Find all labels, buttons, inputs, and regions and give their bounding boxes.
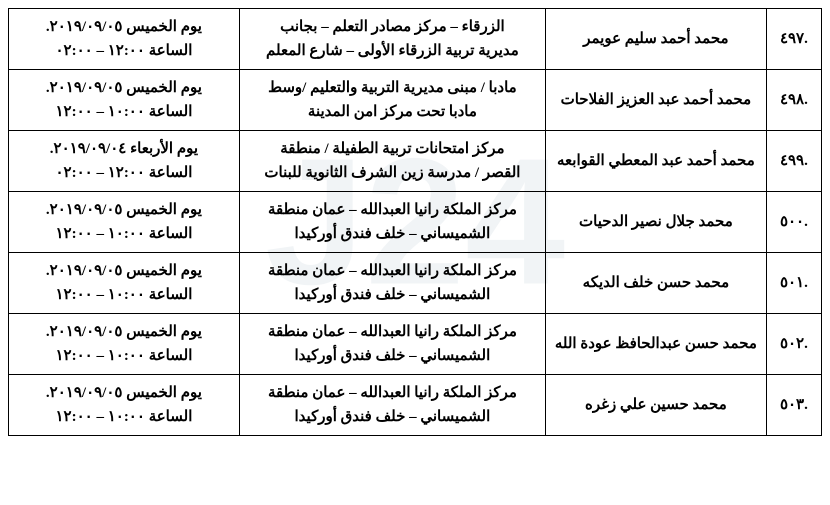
- row-number: .٤٩٧: [766, 9, 821, 70]
- date-line: يوم الخميس ٢٠١٩/٠٩/٠٥.: [17, 15, 231, 39]
- datetime-cell: يوم الأربعاء ٢٠١٩/٠٩/٠٤. الساعة ١٢:٠٠ – …: [9, 131, 240, 192]
- table-row: .٥٠١ محمد حسن خلف الديكه مركز الملكة ران…: [9, 253, 822, 314]
- location-line1: مركز الملكة رانيا العبدالله – عمان منطقة: [248, 320, 537, 344]
- row-number: .٥٠١: [766, 253, 821, 314]
- datetime-cell: يوم الخميس ٢٠١٩/٠٩/٠٥. الساعة ١٠:٠٠ – ١٢…: [9, 70, 240, 131]
- table-row: .٤٩٩ محمد أحمد عبد المعطي القوابعه مركز …: [9, 131, 822, 192]
- person-name: محمد أحمد عبد العزيز الفلاحات: [545, 70, 766, 131]
- datetime-cell: يوم الخميس ٢٠١٩/٠٩/٠٥. الساعة ١٠:٠٠ – ١٢…: [9, 253, 240, 314]
- datetime-cell: يوم الخميس ٢٠١٩/٠٩/٠٥. الساعة ١٠:٠٠ – ١٢…: [9, 192, 240, 253]
- location-line2: القصر / مدرسة زين الشرف الثانوية للبنات: [248, 161, 537, 185]
- location-cell: مركز الملكة رانيا العبدالله – عمان منطقة…: [239, 192, 545, 253]
- person-name: محمد أحمد سليم عويمر: [545, 9, 766, 70]
- datetime-cell: يوم الخميس ٢٠١٩/٠٩/٠٥. الساعة ١٠:٠٠ – ١٢…: [9, 314, 240, 375]
- location-line1: مركز الملكة رانيا العبدالله – عمان منطقة: [248, 259, 537, 283]
- person-name: محمد أحمد عبد المعطي القوابعه: [545, 131, 766, 192]
- date-line: يوم الأربعاء ٢٠١٩/٠٩/٠٤.: [17, 137, 231, 161]
- date-line: يوم الخميس ٢٠١٩/٠٩/٠٥.: [17, 76, 231, 100]
- table-row: .٥٠٢ محمد حسن عبدالحافظ عودة الله مركز ا…: [9, 314, 822, 375]
- datetime-cell: يوم الخميس ٢٠١٩/٠٩/٠٥. الساعة ١٢:٠٠ – ٠٢…: [9, 9, 240, 70]
- location-line2: الشميساني – خلف فندق أوركيدا: [248, 405, 537, 429]
- time-line: الساعة ١٠:٠٠ – ١٢:٠٠: [17, 283, 231, 307]
- row-number: .٥٠٣: [766, 375, 821, 436]
- time-line: الساعة ١٢:٠٠ – ٠٢:٠٠: [17, 161, 231, 185]
- location-line2: الشميساني – خلف فندق أوركيدا: [248, 283, 537, 307]
- location-line1: مركز الملكة رانيا العبدالله – عمان منطقة: [248, 381, 537, 405]
- person-name: محمد حسن عبدالحافظ عودة الله: [545, 314, 766, 375]
- time-line: الساعة ١٠:٠٠ – ١٢:٠٠: [17, 344, 231, 368]
- location-line2: مادبا تحت مركز امن المدينة: [248, 100, 537, 124]
- location-cell: مركز الملكة رانيا العبدالله – عمان منطقة…: [239, 253, 545, 314]
- location-cell: مادبا / مبنى مديرية التربية والتعليم /وس…: [239, 70, 545, 131]
- row-number: .٥٠٠: [766, 192, 821, 253]
- table-body: .٤٩٧ محمد أحمد سليم عويمر الزرقاء – مركز…: [9, 9, 822, 436]
- time-line: الساعة ١٠:٠٠ – ١٢:٠٠: [17, 100, 231, 124]
- location-line2: الشميساني – خلف فندق أوركيدا: [248, 344, 537, 368]
- location-cell: مركز الملكة رانيا العبدالله – عمان منطقة…: [239, 375, 545, 436]
- table-row: .٥٠٠ محمد جلال نصير الدحيات مركز الملكة …: [9, 192, 822, 253]
- person-name: محمد حسين علي زغره: [545, 375, 766, 436]
- table-row: .٤٩٧ محمد أحمد سليم عويمر الزرقاء – مركز…: [9, 9, 822, 70]
- location-line1: الزرقاء – مركز مصادر التعلم – بجانب: [248, 15, 537, 39]
- location-line1: مادبا / مبنى مديرية التربية والتعليم /وس…: [248, 76, 537, 100]
- time-line: الساعة ١٠:٠٠ – ١٢:٠٠: [17, 222, 231, 246]
- location-line1: مركز امتحانات تربية الطفيلة / منطقة: [248, 137, 537, 161]
- date-line: يوم الخميس ٢٠١٩/٠٩/٠٥.: [17, 381, 231, 405]
- datetime-cell: يوم الخميس ٢٠١٩/٠٩/٠٥. الساعة ١٠:٠٠ – ١٢…: [9, 375, 240, 436]
- person-name: محمد جلال نصير الدحيات: [545, 192, 766, 253]
- location-line1: مركز الملكة رانيا العبدالله – عمان منطقة: [248, 198, 537, 222]
- row-number: .٤٩٩: [766, 131, 821, 192]
- location-cell: مركز الملكة رانيا العبدالله – عمان منطقة…: [239, 314, 545, 375]
- date-line: يوم الخميس ٢٠١٩/٠٩/٠٥.: [17, 259, 231, 283]
- schedule-table: .٤٩٧ محمد أحمد سليم عويمر الزرقاء – مركز…: [8, 8, 822, 436]
- row-number: .٤٩٨: [766, 70, 821, 131]
- location-cell: الزرقاء – مركز مصادر التعلم – بجانب مدير…: [239, 9, 545, 70]
- location-line2: الشميساني – خلف فندق أوركيدا: [248, 222, 537, 246]
- person-name: محمد حسن خلف الديكه: [545, 253, 766, 314]
- date-line: يوم الخميس ٢٠١٩/٠٩/٠٥.: [17, 198, 231, 222]
- time-line: الساعة ١٢:٠٠ – ٠٢:٠٠: [17, 39, 231, 63]
- location-line2: مديرية تربية الزرقاء الأولى – شارع المعل…: [248, 39, 537, 63]
- date-line: يوم الخميس ٢٠١٩/٠٩/٠٥.: [17, 320, 231, 344]
- location-cell: مركز امتحانات تربية الطفيلة / منطقة القص…: [239, 131, 545, 192]
- table-row: .٤٩٨ محمد أحمد عبد العزيز الفلاحات مادبا…: [9, 70, 822, 131]
- time-line: الساعة ١٠:٠٠ – ١٢:٠٠: [17, 405, 231, 429]
- row-number: .٥٠٢: [766, 314, 821, 375]
- table-row: .٥٠٣ محمد حسين علي زغره مركز الملكة راني…: [9, 375, 822, 436]
